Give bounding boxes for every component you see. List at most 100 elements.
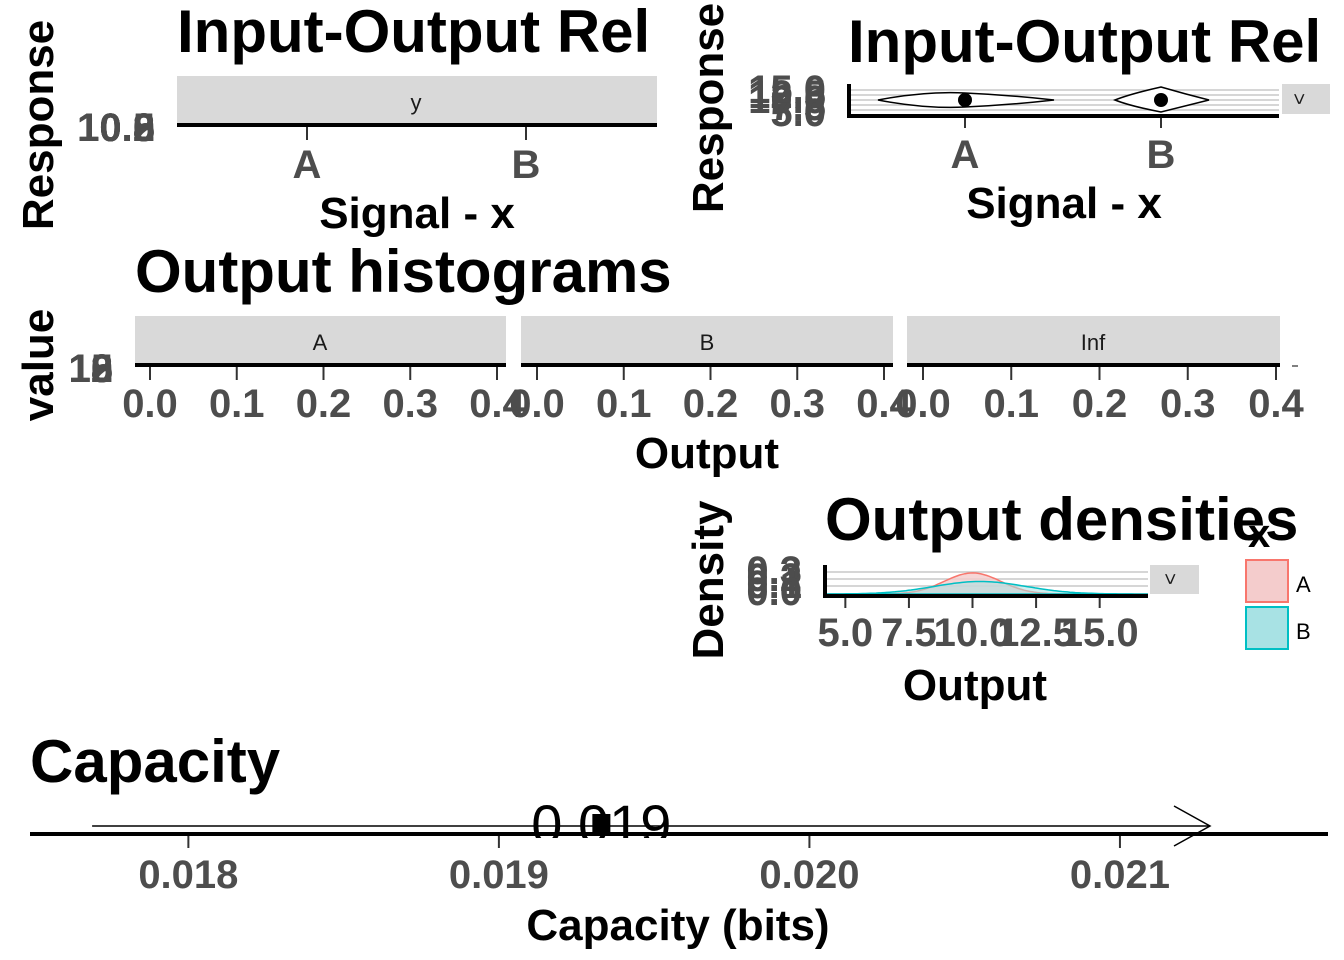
histogram-xtick-label: 0.3	[382, 382, 438, 426]
capacity-xtick-label: 0.019	[449, 853, 549, 897]
panel-io-right-xlabel: Signal - x	[966, 179, 1162, 228]
panel-histograms-ytick: 18	[69, 347, 114, 391]
facet-B-strip	[521, 316, 893, 363]
panel-io-left-xtick: A	[293, 143, 322, 187]
capacity-xtick-label: 0.021	[1070, 853, 1170, 897]
density-xtick-label: 12.5	[997, 611, 1075, 655]
panel-io-left-ytick: 10.2	[77, 106, 155, 150]
facet-B: B	[521, 316, 893, 367]
panel-histograms-title: Output histograms	[135, 238, 672, 305]
panel-histograms-yticks: 12 15 18 10	[69, 347, 114, 391]
panel-io-left-title: Input-Output Rel	[177, 0, 650, 65]
panel-histograms-ylabel: value	[14, 309, 63, 422]
panel-densities-ytick: 0.1	[746, 563, 802, 607]
panel-io-left-yticks: 10.8 10.5 10.2 10.0	[77, 106, 155, 150]
histogram-xtick-label: 0.0	[509, 382, 565, 426]
panel-io-left-ylabel: Response	[14, 20, 63, 230]
panel-histograms-ytick: 10	[69, 347, 114, 391]
panel-io-right-yticks: 15.0 12.5 10.0 7.5 5.0	[748, 68, 826, 135]
histogram-xtick-label: 0.3	[769, 382, 825, 426]
histogram-xtick-label: 0.1	[983, 382, 1039, 426]
histogram-xtick-label: 0.4	[1248, 382, 1304, 426]
panel-capacity-xlabel: Capacity (bits)	[526, 901, 829, 950]
histogram-xtick-label: 0.2	[1072, 382, 1128, 426]
histogram-xtick-label: 0.1	[209, 382, 265, 426]
density-xtick-label: 5.0	[818, 611, 874, 655]
facet-A-strip	[135, 316, 506, 363]
legend-key-B	[1245, 606, 1289, 650]
panel-io-left-xlabel: Signal - x	[319, 189, 515, 238]
histogram-xtick-label: 0.1	[596, 382, 652, 426]
panel-io-right-ytick: 7.5	[770, 85, 826, 129]
panel-io-right-xtick: A	[951, 133, 980, 177]
panel-gap	[672, 0, 690, 230]
legend-label-B: B	[1296, 619, 1311, 644]
panel-densities-yticks: 0.3 0.2 0.1 0.0	[746, 549, 802, 614]
panel-histograms-ytick: 12	[69, 347, 114, 391]
histogram-xtick-label: 0.4	[469, 382, 525, 426]
histogram-xtick-label: 0.2	[683, 382, 739, 426]
density-xtick-label: 15.0	[1061, 611, 1139, 655]
facet-A: A	[135, 316, 506, 367]
legend-key-A	[1245, 559, 1289, 603]
density-series-B	[825, 580, 1148, 595]
panel-densities-xlabel: Output	[903, 661, 1048, 710]
panel-io-left-xtick: B	[512, 143, 541, 187]
panel-io-right: Input-Output Rel Response < 15.0 12.5 10…	[684, 3, 1330, 228]
capacity-xtick-label: 0.018	[138, 853, 238, 897]
histogram-xtick-label: 0.3	[1160, 382, 1216, 426]
panel-densities-title: Output densities	[825, 486, 1298, 553]
panel-densities-strip	[1150, 565, 1199, 594]
histogram-xtick-label: 0.2	[296, 382, 352, 426]
density-xtick-label: 7.5	[881, 611, 937, 655]
panel-io-right-strip-label: <	[1289, 93, 1311, 105]
panel-densities-ytick: 0.0	[746, 570, 802, 614]
panel-capacity-xticks: 0.018 0.019 0.020 0.021	[138, 836, 1170, 897]
legend: x A B	[1245, 512, 1311, 650]
legend-label-A: A	[1296, 572, 1311, 597]
panel-densities-strip-label: <	[1160, 573, 1182, 585]
panel-io-left-ytick: 10.5	[77, 106, 155, 150]
panel-histograms: Output histograms value 12 15 18 10 A B …	[14, 238, 1305, 478]
capacity-label-mask	[0, 838, 1344, 858]
panel-capacity-title: Capacity	[30, 728, 281, 795]
density-xtick-label: 10.0	[934, 611, 1012, 655]
facet-Inf-strip-label: Inf	[1081, 330, 1106, 355]
panel-io-right-strip	[1282, 84, 1330, 114]
histogram-xtick-label: 0.0	[122, 382, 178, 426]
panel-io-left-strip-label: y	[411, 90, 422, 115]
panel-densities-ytick: 0.3	[746, 549, 802, 593]
panel-histograms-xticks: 0.0 0.1 0.2 0.3 0.40.0 0.1 0.2 0.3 0.40.0 0.1 0.2 0…	[122, 367, 1305, 426]
panel-io-right-ytick: 15.0	[748, 68, 826, 112]
panel-io-right-ytick: 10.0	[748, 78, 826, 122]
panel-io-left-strip	[177, 76, 657, 123]
panel-io-right-xtick: B	[1147, 133, 1176, 177]
violin-A-median-point	[958, 93, 972, 107]
panel-io-right-ytick: 5.0	[770, 91, 826, 135]
panel-capacity: Capacity 0.019 0.018 0.019 0.020 0.021 Capa…	[0, 728, 1344, 950]
panel-io-left: Input-Output Rel Response y 10.8 10.5 10…	[14, 0, 657, 238]
facet-A-strip-label: A	[313, 330, 328, 355]
panel-io-right-ytick: 12.5	[748, 73, 826, 117]
panel-densities-ylabel: Density	[684, 500, 733, 659]
violin-B-median-point	[1154, 93, 1168, 107]
panel-io-left-ytick: 10.0	[77, 106, 155, 150]
panel-io-left-ytick: 10.8	[77, 106, 155, 150]
panel-densities-xticks: 5.0 7.510.012.515.0	[818, 598, 1139, 655]
panel-densities-ytick: 0.2	[746, 556, 802, 600]
facet-B-strip-label: B	[700, 330, 715, 355]
histogram-xtick-label: 0.0	[895, 382, 951, 426]
panel-io-right-ylabel: Response	[684, 3, 733, 213]
panel-densities: Output densities Density < 0.3 0.2 0.1 0…	[684, 486, 1311, 710]
capacity-xtick-label: 0.020	[759, 853, 859, 897]
histogram-xtick-label: 0.4	[856, 382, 912, 426]
facet-Inf: Inf	[907, 316, 1280, 367]
capacity-point	[592, 814, 611, 834]
capacity-arrowhead	[1173, 805, 1212, 847]
panel-histograms-ytick: 15	[69, 347, 114, 391]
legend-title: x	[1248, 512, 1270, 556]
panel-io-right-title: Input-Output Rel	[848, 8, 1321, 75]
facet-Inf-strip	[907, 316, 1280, 363]
panel-histograms-xlabel: Output	[635, 429, 780, 478]
